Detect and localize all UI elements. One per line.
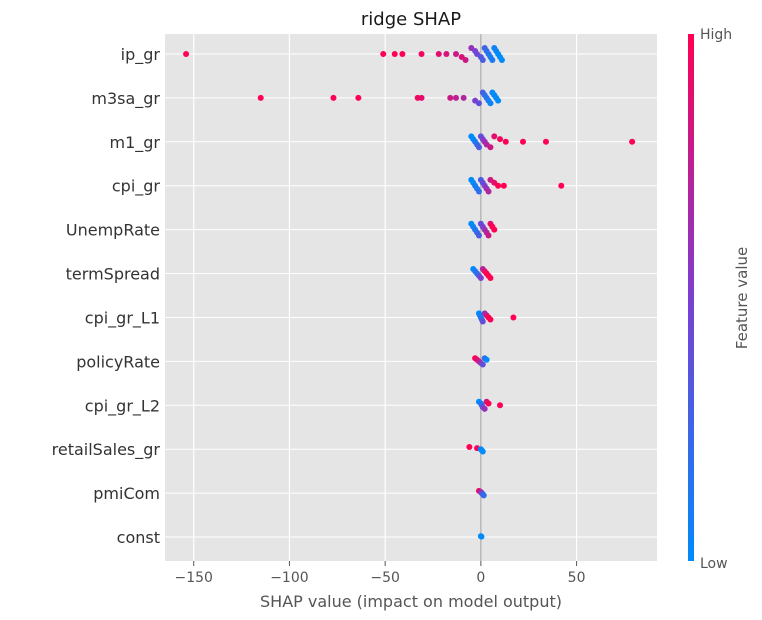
shap-point-ip_gr bbox=[435, 50, 442, 57]
shap-point-policyRate bbox=[483, 356, 490, 363]
shap-point-m1_gr bbox=[475, 144, 482, 151]
x-tick-label-4: 50 bbox=[568, 570, 586, 586]
grid-lines bbox=[165, 34, 657, 561]
feature-label-cpi_gr_L1: cpi_gr_L1 bbox=[85, 308, 160, 328]
shap-point-retailSales_gr bbox=[466, 443, 473, 450]
x-tick-label-0: −150 bbox=[174, 570, 212, 586]
shap-point-m3sa_gr bbox=[460, 94, 467, 101]
feature-label-retailSales_gr: retailSales_gr bbox=[52, 440, 161, 460]
shap-point-ip_gr bbox=[452, 50, 459, 57]
shap-point-cpi_gr bbox=[500, 182, 507, 189]
shap-point-m1_gr bbox=[497, 136, 504, 143]
shap-point-ip_gr bbox=[380, 50, 387, 57]
shap-points bbox=[183, 44, 636, 540]
colorbar-title: Feature value bbox=[733, 247, 751, 349]
x-tick-label-3: 0 bbox=[476, 570, 485, 586]
shap-point-ip_gr bbox=[498, 56, 505, 63]
feature-label-const: const bbox=[117, 528, 160, 547]
shap-point-m1_gr bbox=[487, 144, 494, 151]
shap-point-ip_gr bbox=[418, 50, 425, 57]
shap-point-retailSales_gr bbox=[479, 448, 486, 455]
shap-point-m3sa_gr bbox=[257, 94, 264, 101]
x-axis-ticks: −150 −100 −50 0 50 bbox=[174, 561, 586, 586]
colorbar bbox=[688, 34, 694, 561]
shap-point-termSpread bbox=[487, 275, 494, 282]
shap-point-policyRate bbox=[479, 361, 486, 368]
shap-point-ip_gr bbox=[462, 56, 469, 63]
shap-point-UnempRate bbox=[475, 232, 482, 239]
shap-point-cpi_gr_L1 bbox=[479, 318, 486, 325]
shap-point-m3sa_gr bbox=[447, 94, 454, 101]
shap-point-pmiCom bbox=[480, 492, 487, 499]
feature-label-pmiCom: pmiCom bbox=[93, 484, 160, 503]
feature-label-m3sa_gr: m3sa_gr bbox=[91, 89, 160, 109]
shap-point-m3sa_gr bbox=[418, 94, 425, 101]
shap-point-ip_gr bbox=[399, 50, 406, 57]
shap-point-ip_gr bbox=[443, 50, 450, 57]
feature-labels: ip_gr m3sa_gr m1_gr cpi_gr UnempRate termSpre… bbox=[52, 45, 161, 547]
shap-point-m3sa_gr bbox=[495, 97, 502, 104]
chart-title: ridge SHAP bbox=[361, 9, 461, 30]
shap-point-m1_gr bbox=[491, 133, 498, 140]
feature-label-cpi_gr_L2: cpi_gr_L2 bbox=[85, 396, 160, 416]
feature-label-termSpread: termSpread bbox=[66, 265, 160, 284]
x-tick-label-2: −50 bbox=[370, 570, 400, 586]
shap-point-UnempRate bbox=[485, 232, 492, 239]
feature-label-cpi_gr: cpi_gr bbox=[112, 177, 161, 197]
shap-point-ip_gr bbox=[479, 56, 486, 63]
feature-label-UnempRate: UnempRate bbox=[66, 221, 160, 240]
shap-point-ip_gr bbox=[183, 50, 190, 57]
colorbar-high-label: High bbox=[700, 27, 732, 43]
shap-point-m1_gr bbox=[629, 138, 636, 145]
shap-point-ip_gr bbox=[489, 56, 496, 63]
shap-point-cpi_gr_L2 bbox=[497, 402, 504, 409]
shap-point-cpi_gr_L1 bbox=[510, 314, 517, 321]
feature-label-m1_gr: m1_gr bbox=[110, 133, 161, 153]
shap-point-ip_gr bbox=[391, 50, 398, 57]
shap-point-m3sa_gr bbox=[452, 94, 459, 101]
shap-point-cpi_gr bbox=[495, 182, 502, 189]
shap-point-termSpread bbox=[477, 275, 484, 282]
shap-point-cpi_gr_L1 bbox=[487, 316, 494, 323]
shap-point-m1_gr bbox=[519, 138, 526, 145]
shap-point-cpi_gr bbox=[475, 188, 482, 195]
shap-point-m1_gr bbox=[542, 138, 549, 145]
shap-point-m3sa_gr bbox=[487, 100, 494, 107]
feature-label-ip_gr: ip_gr bbox=[121, 45, 161, 65]
shap-point-m3sa_gr bbox=[475, 100, 482, 107]
shap-point-UnempRate bbox=[491, 226, 498, 233]
shap-point-m3sa_gr bbox=[355, 94, 362, 101]
x-axis-label: SHAP value (impact on model output) bbox=[260, 592, 562, 611]
shap-point-cpi_gr bbox=[485, 188, 492, 195]
shap-point-cpi_gr_L2 bbox=[481, 405, 488, 412]
shap-point-const bbox=[478, 533, 485, 540]
colorbar-low-label: Low bbox=[700, 556, 728, 572]
feature-label-policyRate: policyRate bbox=[76, 352, 160, 371]
x-tick-label-1: −100 bbox=[270, 570, 308, 586]
shap-point-cpi_gr_L2 bbox=[485, 400, 492, 407]
shap-point-m3sa_gr bbox=[330, 94, 337, 101]
shap-point-cpi_gr bbox=[558, 182, 565, 189]
plot-area bbox=[165, 34, 657, 561]
shap-point-m1_gr bbox=[502, 138, 509, 145]
